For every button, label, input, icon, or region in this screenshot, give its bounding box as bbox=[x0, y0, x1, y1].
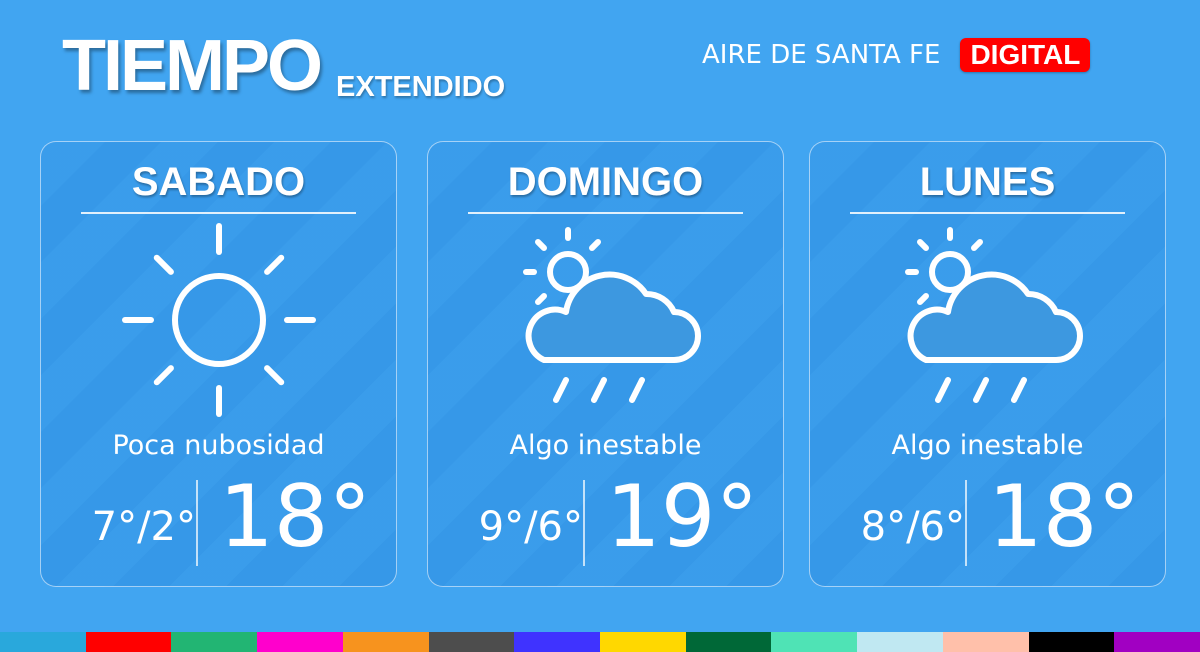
day-name: LUNES bbox=[919, 160, 1056, 204]
forecast-card-lunes: LUNES Algo inestable 8°/6° 18° bbox=[809, 141, 1166, 587]
color-segment bbox=[1114, 632, 1200, 652]
forecast-card-domingo: DOMINGO Algo inestable 9°/6° 19° bbox=[427, 141, 784, 587]
forecast-card-sabado: SABADO Poca nubosidad 7°/2° 18° bbox=[40, 141, 397, 587]
min-max-temp: 7°/2° bbox=[91, 504, 196, 550]
color-segment bbox=[0, 632, 86, 652]
color-segment bbox=[428, 632, 515, 652]
digital-badge: DIGITAL bbox=[960, 38, 1091, 72]
divider bbox=[468, 212, 743, 214]
condition: Algo inestable bbox=[509, 430, 702, 461]
color-segment bbox=[257, 632, 343, 652]
color-segment bbox=[942, 632, 1029, 652]
temperature: 19° bbox=[606, 467, 759, 567]
color-segment bbox=[771, 632, 858, 652]
day-name: SABADO bbox=[131, 160, 306, 204]
min-max-temp: 9°/6° bbox=[478, 504, 583, 550]
color-segment bbox=[685, 632, 772, 652]
color-segment bbox=[1028, 632, 1115, 652]
divider bbox=[583, 480, 585, 566]
title: TIEMPO bbox=[62, 26, 323, 106]
brand: AIRE DE SANTA FE DIGITAL bbox=[702, 38, 1091, 72]
divider bbox=[81, 212, 356, 214]
temperature: 18° bbox=[988, 467, 1141, 567]
divider bbox=[965, 480, 967, 566]
color-segment bbox=[171, 632, 258, 652]
brand-name: AIRE DE SANTA FE bbox=[702, 40, 941, 70]
temperature: 18° bbox=[219, 467, 372, 567]
condition: Algo inestable bbox=[891, 430, 1084, 461]
logo: TIEMPO EXTENDIDO bbox=[62, 26, 506, 106]
color-segment bbox=[857, 632, 943, 652]
color-segment bbox=[342, 632, 429, 652]
condition: Poca nubosidad bbox=[112, 430, 325, 461]
min-max-temp: 8°/6° bbox=[860, 504, 965, 550]
color-strip bbox=[0, 632, 1200, 652]
day-name: DOMINGO bbox=[507, 160, 704, 204]
divider bbox=[196, 480, 198, 566]
color-segment bbox=[514, 632, 601, 652]
divider bbox=[850, 212, 1125, 214]
subtitle: EXTENDIDO bbox=[336, 71, 506, 103]
color-segment bbox=[85, 632, 172, 652]
color-segment bbox=[600, 632, 686, 652]
